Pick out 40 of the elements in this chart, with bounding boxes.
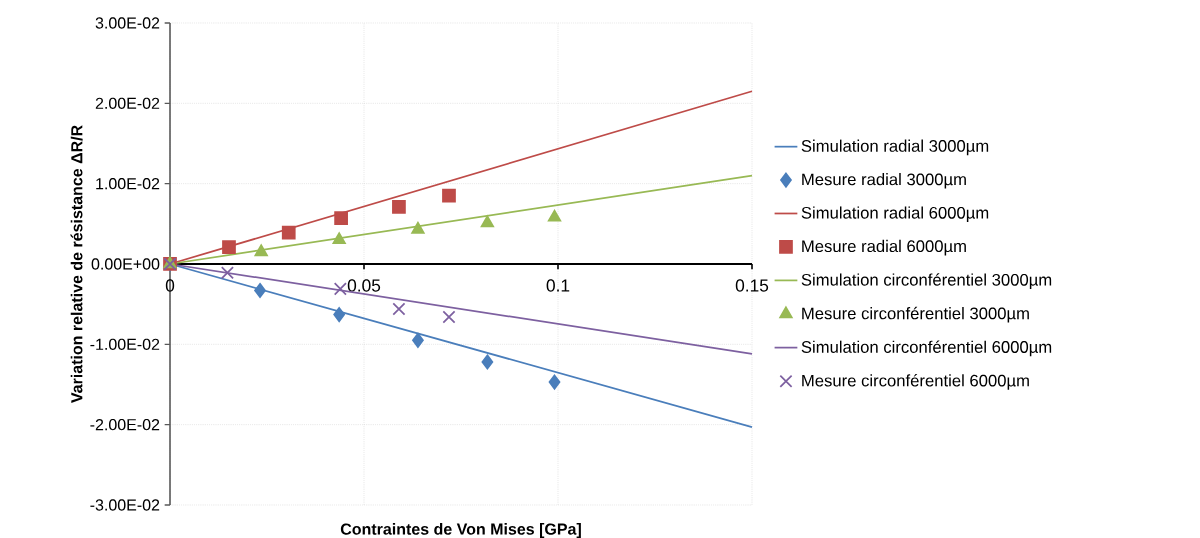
point	[254, 282, 266, 299]
legend-label: Simulation circonférentiel 6000µm	[801, 340, 1052, 357]
x-tick-label: 0	[165, 279, 175, 292]
y-tick-label: -2.00E-02	[90, 418, 160, 431]
point	[254, 244, 268, 257]
y-tick-label: 0.00E+00	[91, 258, 160, 270]
y-tick-label: 2.00E-02	[95, 97, 160, 109]
y-axis-title: Variation relative de résistance ΔR/R	[70, 125, 83, 404]
point	[392, 302, 406, 316]
y-tick-label: -3.00E-02	[90, 499, 160, 511]
x-tick-label: 0.15	[735, 279, 769, 292]
y-tick-label: 3.00E-02	[95, 17, 160, 29]
legend-label: Simulation radial 3000µm	[801, 139, 989, 156]
point	[442, 310, 456, 324]
x-tick-label: 0.1	[546, 279, 570, 292]
point	[411, 221, 425, 234]
point	[480, 215, 495, 228]
point	[548, 374, 561, 390]
point	[334, 211, 348, 226]
legend-label: Mesure radial 6000µm	[802, 239, 966, 256]
point	[392, 200, 406, 214]
point	[547, 209, 562, 222]
legend-label: Mesure radial 3000µm	[802, 173, 966, 189]
point	[481, 354, 494, 370]
point	[333, 307, 346, 323]
point	[412, 332, 424, 348]
legend-label: Simulation circonférentiel 3000µm	[801, 273, 1052, 289]
point	[281, 225, 296, 240]
legend-label: Simulation radial 6000µm	[801, 206, 989, 222]
point	[222, 240, 236, 254]
legend-label: Mesure circonférentiel 3000µm	[802, 306, 1029, 323]
x-tick-label: 0.05	[347, 279, 381, 292]
y-tick-label: 1.00E-02	[96, 178, 160, 190]
point	[442, 188, 456, 203]
point	[332, 232, 346, 245]
point	[220, 266, 234, 280]
y-tick-label: -1.00E-02	[90, 338, 160, 350]
x-axis-title: Contraintes de Von Mises [GPa]	[340, 523, 581, 538]
point	[333, 282, 347, 296]
legend-label: Mesure circonférentiel 6000µm	[802, 374, 1029, 390]
